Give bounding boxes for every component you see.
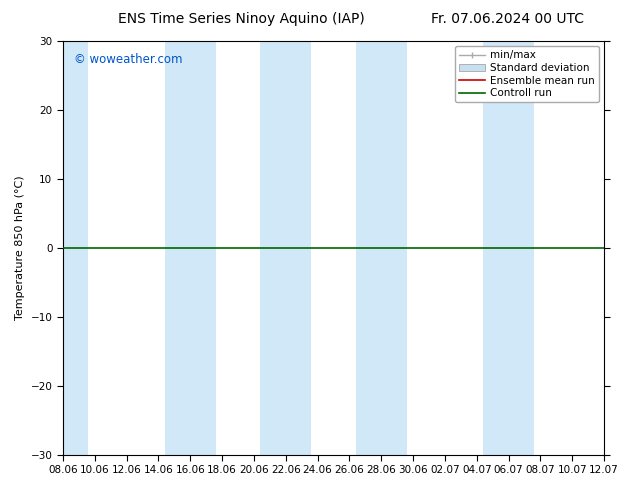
Text: ENS Time Series Ninoy Aquino (IAP): ENS Time Series Ninoy Aquino (IAP) — [117, 12, 365, 26]
Text: Fr. 07.06.2024 00 UTC: Fr. 07.06.2024 00 UTC — [430, 12, 584, 26]
Bar — [483, 41, 534, 455]
Y-axis label: Temperature 850 hPa (°C): Temperature 850 hPa (°C) — [15, 175, 25, 320]
Bar — [37, 41, 88, 455]
Text: © woweather.com: © woweather.com — [74, 53, 182, 67]
Bar — [260, 41, 311, 455]
Bar — [356, 41, 407, 455]
Bar — [165, 41, 216, 455]
Legend: min/max, Standard deviation, Ensemble mean run, Controll run: min/max, Standard deviation, Ensemble me… — [455, 46, 599, 102]
